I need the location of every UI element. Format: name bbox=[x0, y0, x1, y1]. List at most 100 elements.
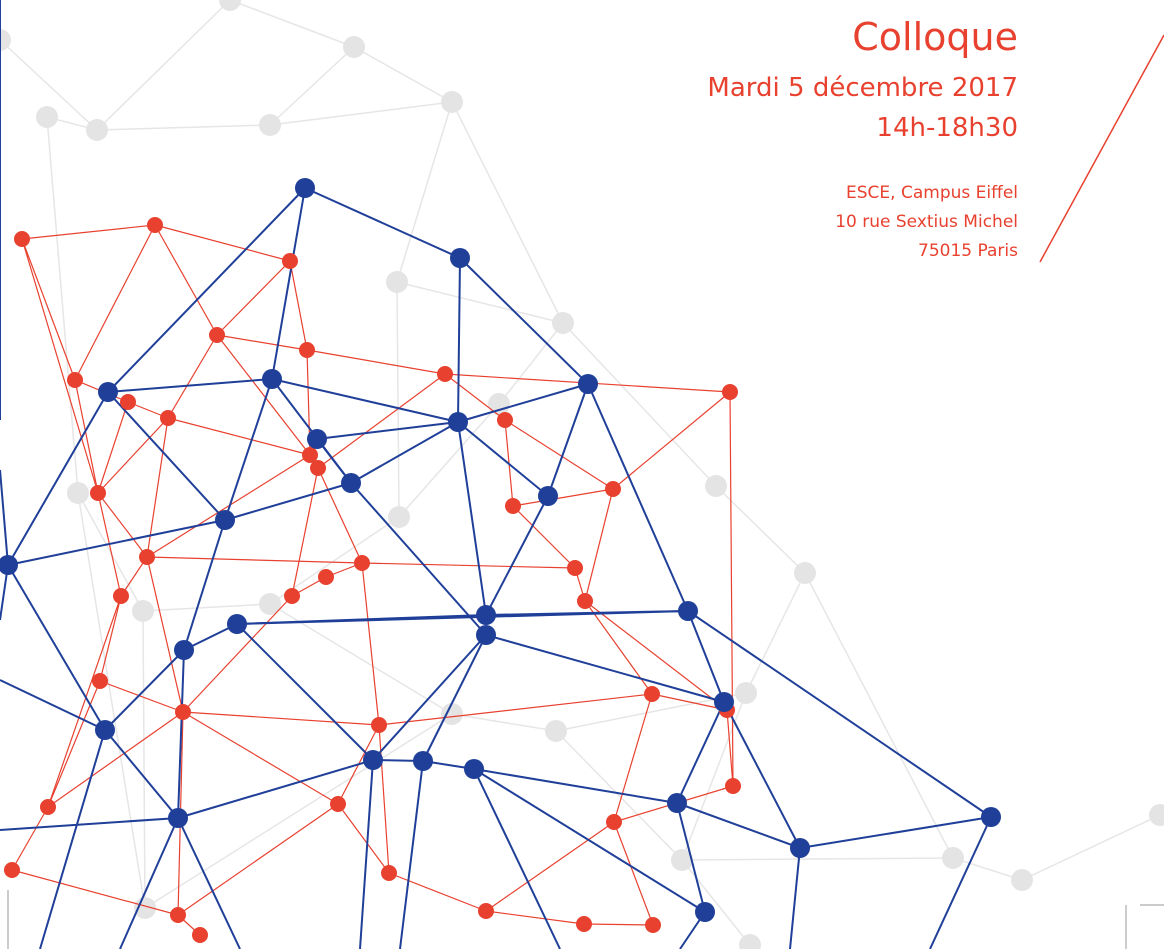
red-edge bbox=[505, 420, 613, 489]
red-node bbox=[605, 481, 621, 497]
blue-node bbox=[363, 750, 383, 770]
time: 14h-18h30 bbox=[876, 113, 1018, 143]
red-edge bbox=[98, 402, 128, 493]
red-edge bbox=[585, 489, 613, 601]
blue-edge bbox=[458, 422, 486, 615]
blue-node bbox=[667, 793, 687, 813]
background-node bbox=[1149, 804, 1164, 826]
red-edge bbox=[98, 418, 168, 493]
blue-node bbox=[450, 248, 470, 268]
red-edge bbox=[22, 225, 155, 239]
blue-edge bbox=[588, 384, 688, 611]
blue-node bbox=[981, 807, 1001, 827]
blue-edge bbox=[40, 730, 105, 949]
background-node bbox=[132, 600, 154, 622]
blue-node bbox=[307, 429, 327, 449]
blue-edge bbox=[423, 635, 486, 761]
blue-edge bbox=[105, 650, 184, 730]
red-node bbox=[606, 814, 622, 830]
blue-edge bbox=[458, 258, 460, 422]
blue-edge bbox=[120, 818, 178, 949]
blue-node bbox=[341, 473, 361, 493]
red-edge bbox=[513, 506, 575, 568]
blue-node bbox=[215, 510, 235, 530]
red-node bbox=[644, 686, 660, 702]
blue-node bbox=[695, 902, 715, 922]
blue-node bbox=[0, 555, 18, 575]
background-node bbox=[219, 0, 241, 11]
red-node bbox=[170, 907, 186, 923]
blue-edge bbox=[225, 483, 351, 520]
background-node bbox=[259, 114, 281, 136]
blue-edge bbox=[400, 761, 423, 949]
red-node bbox=[722, 384, 738, 400]
red-node bbox=[645, 917, 661, 933]
blue-node bbox=[227, 614, 247, 634]
background-node bbox=[1011, 869, 1033, 891]
red-node bbox=[381, 865, 397, 881]
red-edge bbox=[168, 335, 217, 418]
red-edge bbox=[100, 596, 121, 681]
background-edge bbox=[397, 282, 399, 517]
red-node bbox=[318, 569, 334, 585]
blue-edge bbox=[930, 817, 991, 949]
red-edge bbox=[362, 563, 379, 725]
background-edge bbox=[1022, 815, 1160, 880]
blue-edge bbox=[225, 379, 272, 520]
red-node bbox=[90, 485, 106, 501]
background-edge bbox=[145, 714, 452, 908]
blue-edge bbox=[8, 565, 105, 730]
red-node bbox=[175, 704, 191, 720]
background-node bbox=[386, 271, 408, 293]
background-edge bbox=[452, 102, 563, 323]
background-node bbox=[942, 847, 964, 869]
blue-edge bbox=[677, 702, 724, 803]
blue-edge bbox=[237, 624, 373, 760]
red-edge bbox=[307, 350, 445, 374]
blue-edge bbox=[724, 702, 800, 848]
red-node bbox=[567, 560, 583, 576]
background-node bbox=[86, 119, 108, 141]
background-edge bbox=[230, 0, 354, 47]
blue-edge bbox=[373, 635, 486, 760]
red-edge bbox=[147, 557, 183, 712]
background-node bbox=[441, 703, 463, 725]
red-edge bbox=[48, 596, 121, 807]
date: Mardi 5 décembre 2017 bbox=[707, 73, 1018, 103]
red-edge bbox=[389, 873, 486, 911]
blue-edge bbox=[0, 818, 178, 830]
blue-edge bbox=[8, 392, 108, 565]
red-node bbox=[40, 799, 56, 815]
blue-edge bbox=[458, 384, 588, 422]
background-edge bbox=[47, 117, 78, 493]
background-node bbox=[705, 475, 727, 497]
red-node bbox=[371, 717, 387, 733]
blue-node bbox=[95, 720, 115, 740]
blue-node bbox=[578, 374, 598, 394]
red-node bbox=[209, 327, 225, 343]
background-edge bbox=[716, 486, 805, 573]
red-edge bbox=[338, 804, 389, 873]
red-edge bbox=[614, 822, 653, 925]
blue-edge bbox=[305, 188, 460, 258]
red-node bbox=[505, 498, 521, 514]
red-edge bbox=[362, 563, 575, 568]
blue-edge bbox=[458, 422, 548, 496]
background-edge bbox=[563, 323, 716, 486]
red-edge bbox=[75, 380, 98, 493]
blue-node bbox=[790, 838, 810, 858]
red-edge bbox=[318, 374, 445, 468]
blue-node bbox=[678, 601, 698, 621]
red-node bbox=[725, 778, 741, 794]
blue-node bbox=[174, 640, 194, 660]
poster: Colloque Mardi 5 décembre 2017 14h-18h30… bbox=[0, 0, 1164, 949]
red-node bbox=[160, 410, 176, 426]
blue-edge bbox=[800, 817, 991, 848]
red-edge bbox=[183, 596, 292, 712]
red-edge bbox=[155, 225, 217, 335]
blue-edge bbox=[0, 470, 8, 565]
blue-node bbox=[476, 605, 496, 625]
background-node bbox=[343, 36, 365, 58]
address-line: 10 rue Sextius Michel bbox=[835, 212, 1018, 232]
blue-node bbox=[714, 692, 734, 712]
